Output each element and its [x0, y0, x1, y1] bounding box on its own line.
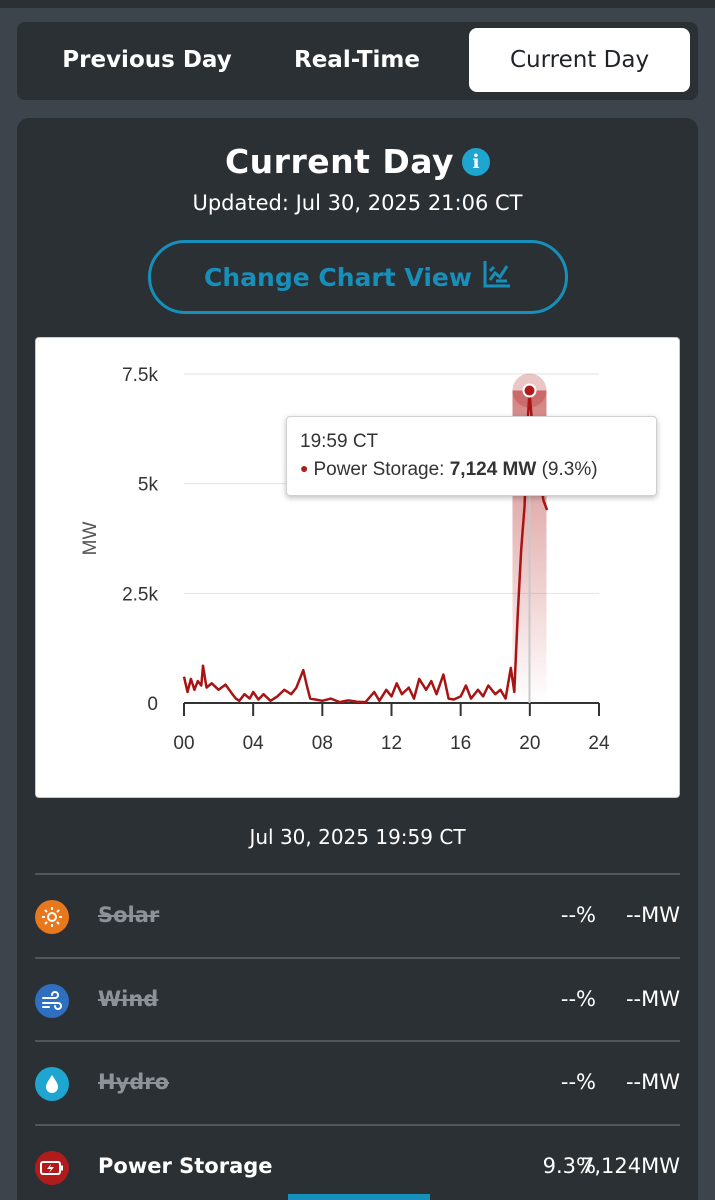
y-axis-label: MW: [80, 522, 101, 556]
source-percent: --%: [560, 987, 596, 1011]
divider: [35, 1040, 680, 1042]
view-tabs: Previous Day Real-Time Current Day: [17, 22, 698, 100]
y-tick-label: 7.5k: [122, 365, 158, 386]
source-row-hydro[interactable]: Hydro --% --MW: [35, 1055, 680, 1115]
chart-tooltip: 19:59 CT ● Power Storage: 7,124 MW (9.3%): [286, 416, 657, 496]
tooltip-percent: (9.3%): [541, 459, 598, 480]
top-strip: [0, 0, 715, 8]
updated-timestamp: Updated: Jul 30, 2025 21:06 CT: [192, 191, 523, 215]
source-mw: --MW: [625, 903, 680, 927]
water-drop-icon: [35, 1067, 69, 1101]
x-tick-label: 16: [450, 733, 471, 754]
x-tick-label: 12: [381, 733, 402, 754]
source-percent: --%: [560, 1070, 596, 1094]
source-name: Wind: [98, 987, 159, 1011]
tab-current-day[interactable]: Current Day: [469, 28, 690, 92]
y-tick-label: 5k: [138, 475, 159, 496]
x-tick-label: 24: [588, 733, 610, 754]
chart-icon: [482, 259, 512, 295]
tooltip-row: ● Power Storage: 7,124 MW (9.3%): [300, 459, 643, 481]
tooltip-time: 19:59 CT: [300, 431, 379, 452]
x-tick-label: 00: [173, 733, 194, 754]
source-mw: --MW: [625, 987, 680, 1011]
divider: [35, 957, 680, 959]
source-row-power-storage[interactable]: Power Storage 9.3% 7,124MW: [35, 1139, 680, 1199]
info-icon[interactable]: i: [462, 147, 491, 176]
title-text: Current Day: [224, 142, 455, 181]
series-dot-icon: ●: [300, 460, 309, 476]
source-row-solar[interactable]: Solar --% --MW: [35, 888, 680, 948]
source-name: Power Storage: [98, 1154, 273, 1178]
tab-previous-day[interactable]: Previous Day: [62, 47, 232, 73]
source-name: Solar: [98, 903, 160, 927]
source-mw: 7,124MW: [580, 1154, 680, 1178]
x-tick-label: 04: [243, 733, 265, 754]
source-percent: --%: [560, 903, 596, 927]
selected-datetime: Jul 30, 2025 19:59 CT: [249, 825, 466, 849]
x-tick-label: 08: [312, 733, 333, 754]
battery-icon: [35, 1151, 69, 1185]
wind-icon: [35, 984, 69, 1018]
x-tick-label: 20: [519, 733, 540, 754]
tab-real-time[interactable]: Real-Time: [293, 47, 421, 73]
change-chart-view-label: Change Chart View: [204, 262, 472, 292]
change-chart-view-button[interactable]: Change Chart View: [148, 240, 568, 314]
source-row-wind[interactable]: Wind --% --MW: [35, 972, 680, 1032]
source-name: Hydro: [98, 1070, 170, 1094]
y-tick-label: 0: [147, 694, 158, 715]
divider: [35, 873, 680, 875]
source-mw: --MW: [625, 1070, 680, 1094]
page-title: Current Day i: [0, 142, 715, 181]
sun-icon: [35, 900, 69, 934]
tooltip-series: Power Storage:: [313, 459, 445, 480]
chart-area[interactable]: 0 2.5k 5k 7.5k 00 04 08 12 16 20 24 MW 19:59 CT ● Po…: [35, 337, 680, 798]
divider: [35, 1124, 680, 1126]
source-percent: 9.3%: [542, 1154, 596, 1178]
series-line-power-storage: [182, 389, 549, 704]
line-chart: 0 2.5k 5k 7.5k 00 04 08 12 16 20 24 MW: [80, 365, 610, 754]
y-tick-label: 2.5k: [122, 584, 158, 605]
tooltip-value: 7,124 MW: [449, 459, 537, 480]
scroll-indicator: [288, 1194, 430, 1200]
highlight-point: [522, 383, 537, 398]
